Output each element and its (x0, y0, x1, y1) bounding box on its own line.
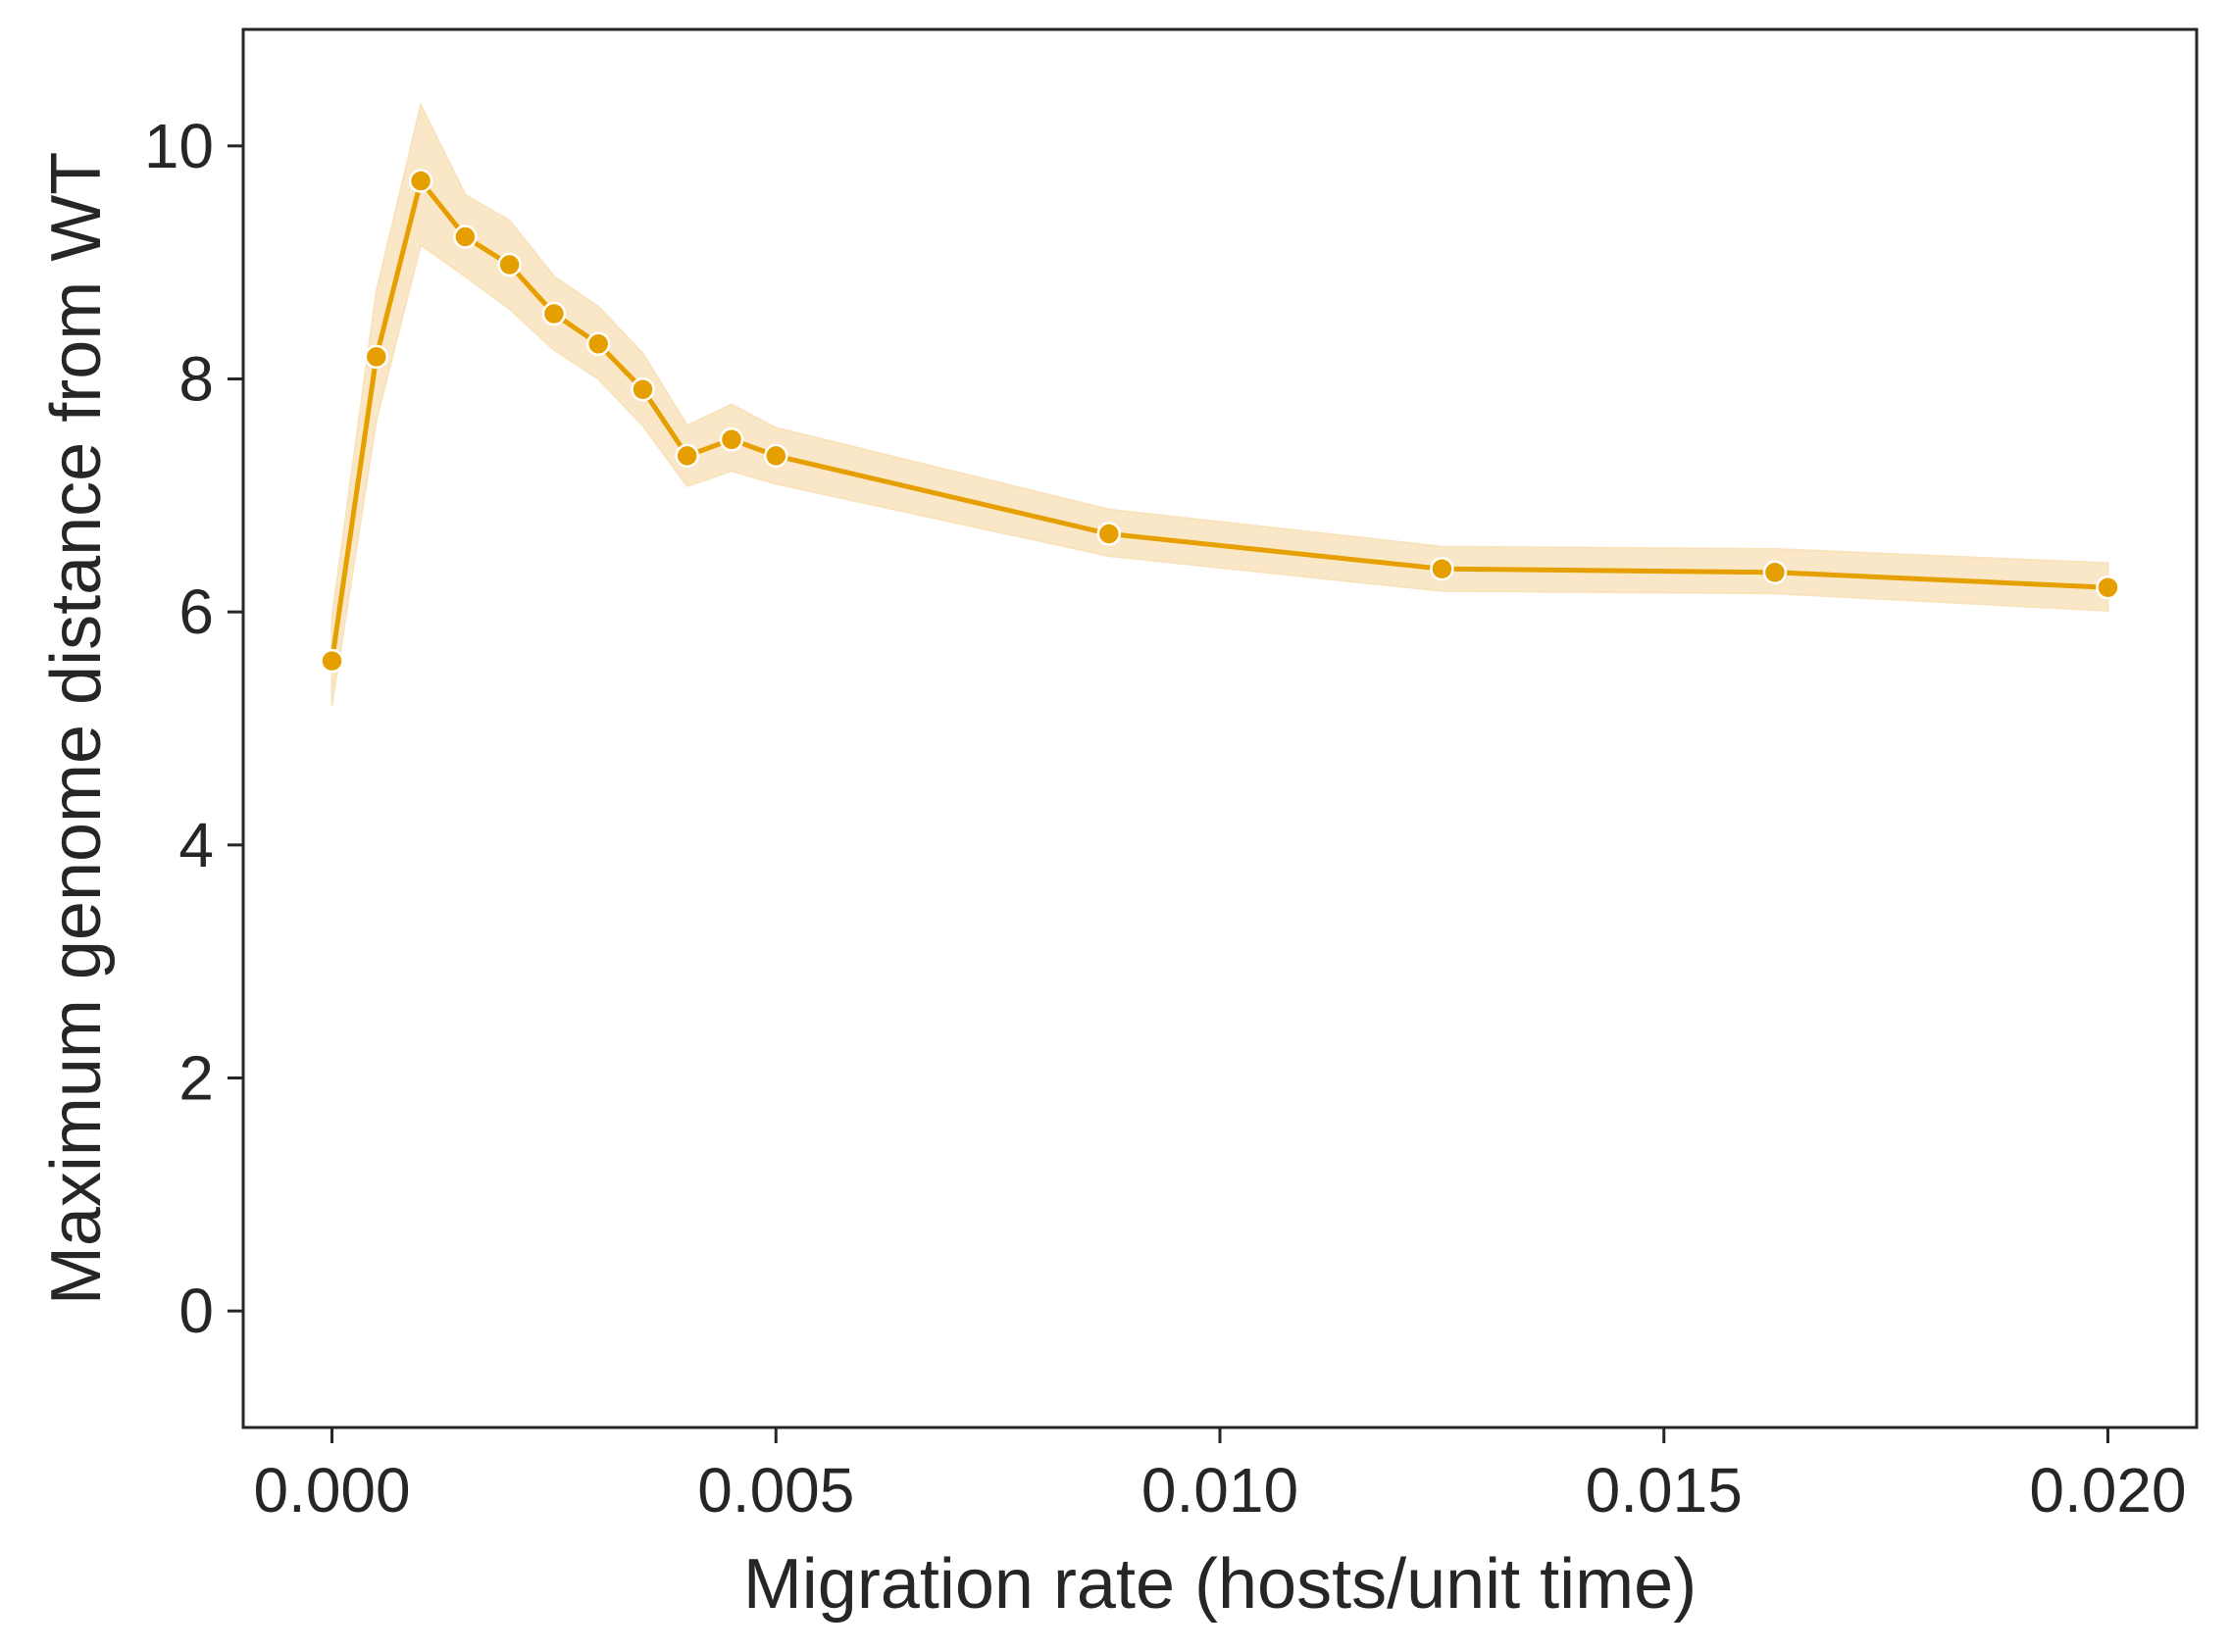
y-tick-label: 2 (178, 1043, 214, 1114)
x-tick-label: 0.010 (1141, 1455, 1298, 1526)
confidence-band (330, 102, 2109, 706)
series-marker-layer (320, 169, 2120, 674)
x-tick-label: 0.005 (697, 1455, 854, 1526)
data-point (764, 443, 788, 469)
y-tick-label: 0 (178, 1276, 214, 1346)
data-point (1762, 560, 1788, 585)
plot-frame (241, 27, 2199, 1429)
y-axis-ticks: 0 2 4 6 8 10 (144, 111, 243, 1346)
data-point (1096, 522, 1122, 546)
y-axis-label: Maximum genome distance from WT (37, 152, 116, 1305)
data-point (541, 301, 567, 326)
data-point (497, 252, 522, 277)
y-tick-label: 6 (178, 576, 214, 647)
x-tick-label: 0.020 (2029, 1455, 2186, 1526)
data-point (364, 344, 389, 370)
data-point (585, 331, 611, 357)
data-point (719, 427, 744, 452)
data-point (453, 225, 478, 249)
data-point (2096, 575, 2120, 600)
x-tick-label: 0.015 (1586, 1455, 1743, 1526)
x-tick-label: 0.000 (253, 1455, 410, 1526)
data-point (320, 648, 344, 674)
y-tick-label: 8 (178, 344, 214, 415)
x-axis-label: Migration rate (hosts/unit time) (743, 1545, 1697, 1624)
data-point (408, 169, 433, 193)
y-tick-label: 4 (178, 810, 214, 880)
x-axis-ticks: 0.000 0.005 0.010 0.015 0.020 (253, 1427, 2187, 1526)
y-tick-label: 10 (144, 111, 214, 181)
confidence-band-layer (330, 102, 2109, 706)
data-point (1430, 556, 1454, 581)
data-point (631, 376, 655, 402)
data-point (675, 443, 699, 469)
